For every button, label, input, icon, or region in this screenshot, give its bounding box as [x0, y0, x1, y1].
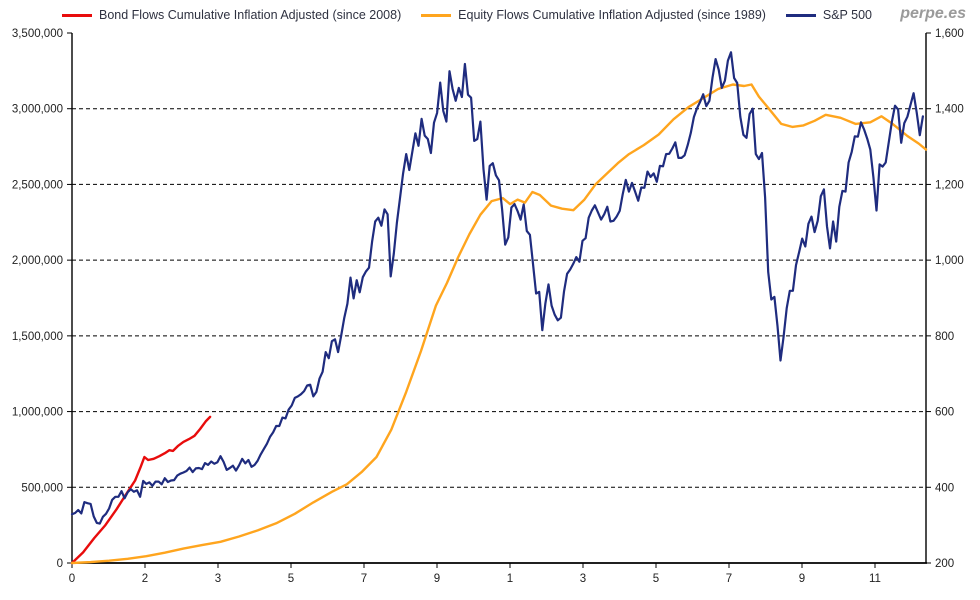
right-axis-label: 1,200: [935, 179, 964, 191]
x-axis-label: 3: [215, 573, 221, 585]
right-axis-label: 1,000: [935, 255, 964, 267]
x-axis-label: 2: [142, 573, 148, 585]
x-axis-label: 11: [869, 573, 881, 585]
legend-item-1: Equity Flows Cumulative Inflation Adjust…: [421, 8, 766, 22]
legend-label: Equity Flows Cumulative Inflation Adjust…: [458, 8, 766, 22]
x-axis-label: 5: [288, 573, 294, 585]
left-axis-label: 3,000,000: [12, 104, 63, 116]
x-axis-label: 0: [69, 573, 75, 585]
legend-item-2: S&P 500: [785, 8, 872, 22]
left-axis-label: 2,000,000: [12, 255, 63, 267]
left-axis-label: 500,000: [21, 482, 63, 494]
left-axis-label: 1,500,000: [12, 331, 63, 343]
legend-label: S&P 500: [822, 8, 872, 22]
legend-swatch-icon: [421, 13, 452, 17]
right-axis-label: 1,600: [935, 28, 964, 40]
x-axis-label: 7: [726, 573, 732, 585]
x-axis-label: 5: [653, 573, 659, 585]
right-axis-label: 400: [935, 482, 954, 494]
right-axis-label: 200: [935, 558, 954, 570]
series-line-0: [70, 415, 212, 565]
x-axis-label: 9: [434, 573, 440, 585]
left-axis-label: 1,000,000: [12, 407, 63, 419]
legend-swatch-icon: [62, 13, 92, 17]
x-axis-label: 1: [507, 573, 513, 585]
x-axis-label: 7: [361, 573, 367, 585]
right-axis-label: 800: [935, 331, 954, 343]
x-axis-label: 9: [799, 573, 805, 585]
chart-legend: Bond Flows Cumulative Inflation Adjusted…: [62, 4, 872, 26]
series-line-1: [70, 83, 928, 565]
left-axis-label: 3,500,000: [12, 28, 63, 40]
x-axis-label: 3: [580, 573, 586, 585]
left-axis-label: 0: [57, 558, 63, 570]
right-axis-label: 600: [935, 407, 954, 419]
watermark: perpe.es: [900, 5, 966, 22]
series-line-2: [70, 51, 925, 525]
right-axis-label: 1,400: [935, 104, 964, 116]
legend-item-0: Bond Flows Cumulative Inflation Adjusted…: [62, 8, 401, 22]
legend-label: Bond Flows Cumulative Inflation Adjusted…: [99, 8, 402, 22]
legend-swatch-icon: [785, 13, 816, 17]
left-axis-label: 2,500,000: [12, 179, 63, 191]
